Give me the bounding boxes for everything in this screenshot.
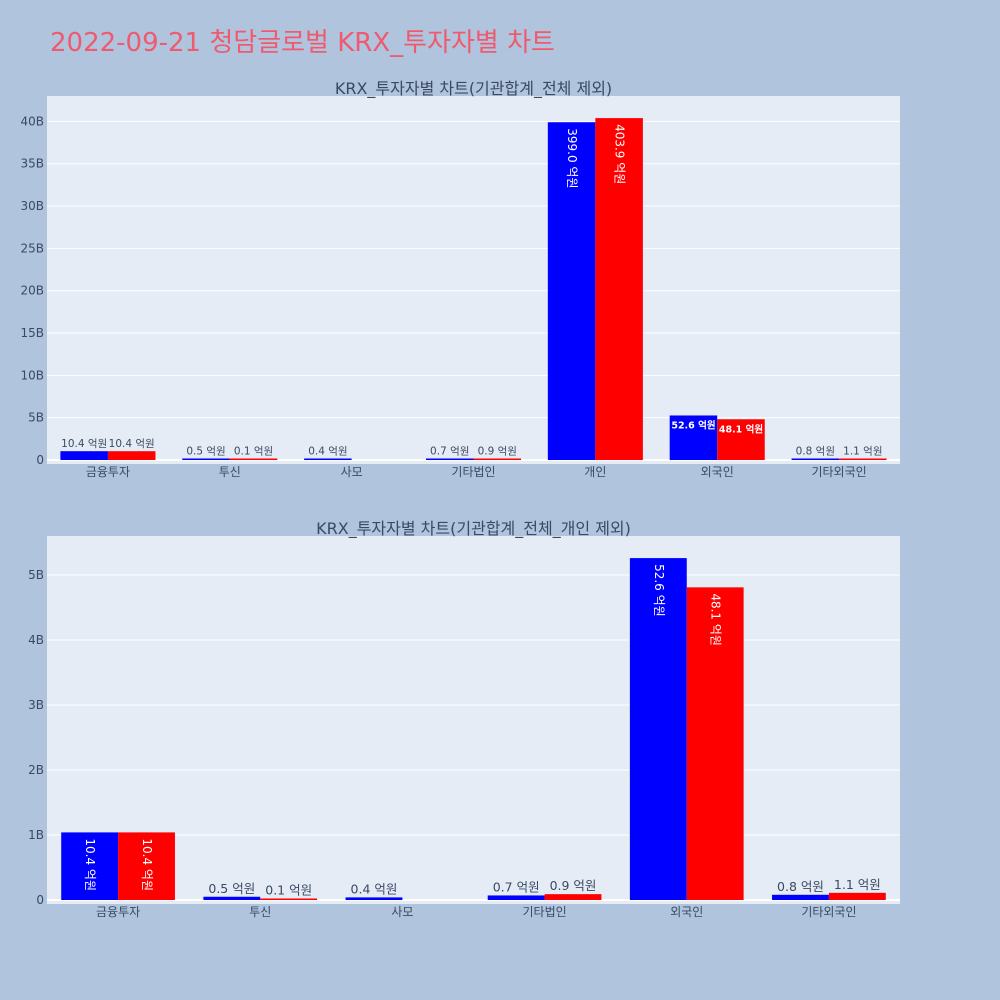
y-tick-label: 5B [28,411,44,425]
data-label: 10.4 억원 [109,438,155,450]
chart-2: 0 1B 2B 3B 4B 5B KRX_투자자별 차트(기관합계_전체_개인 제외) 금융투… [28,519,900,919]
data-label: 399.0 억원 [565,128,579,188]
chart-title: KRX_투자자별 차트(기관합계_전체_개인 제외) [316,519,631,539]
y-tick-label: 0 [36,453,44,467]
bar [61,832,119,900]
y-tick-label: 10B [20,368,44,382]
y-tick-label: 35B [20,157,44,171]
y-tick-label: 0 [36,893,44,907]
y-tick-label: 2B [28,763,44,777]
data-label: 0.1 억원 [234,446,273,458]
x-tick-label: 사모 [341,465,363,479]
x-tick-label: 개인 [584,465,606,479]
bar [345,897,403,900]
y-tick-label: 4B [28,633,44,647]
y-tick-label: 3B [28,698,44,712]
bar [229,458,278,460]
bar [839,458,887,460]
data-label: 10.4 억원 [83,838,97,891]
x-tick-label: 사모 [391,905,413,919]
data-label: 48.1 억원 [709,593,723,646]
data-label: 52.6 억원 [671,419,715,431]
data-label: 1.1 억원 [843,446,882,458]
bar [717,419,765,460]
y-tick-label: 40B [20,114,44,128]
data-label: 1.1 억원 [834,877,881,892]
chart-1: 0 5B 10B 15B 20B 25B 30B 35B 40B KRX_투자자별 차트(기관합계… [20,79,900,479]
data-label: 10.4 억원 [140,838,154,891]
plot-area [47,96,900,464]
x-tick-label: 금융투자 [86,465,130,479]
bar [304,458,352,460]
bar [260,898,318,900]
y-tick-label: 1B [28,828,44,842]
data-label: 0.9 억원 [478,446,517,458]
data-label: 0.5 억원 [208,881,255,896]
data-label: 10.4 억원 [61,438,107,450]
bar [791,458,840,460]
x-tick-label: 기타외국인 [801,905,856,919]
x-tick-label: 외국인 [670,905,703,919]
x-tick-label: 기타외국인 [811,465,866,479]
bar [182,458,230,460]
data-label: 0.8 억원 [777,879,824,894]
page-title: 2022-09-21 청담글로벌 KRX_투자자별 차트 [50,28,555,58]
bar [686,587,744,900]
data-label: 0.5 억원 [186,446,225,458]
data-label: 403.9 억원 [613,124,627,184]
bar [487,895,545,900]
bar [118,832,175,900]
bar [473,458,522,460]
bar [547,122,596,461]
bar [772,894,829,900]
x-tick-label: 기타법인 [522,905,566,919]
bar [669,415,718,460]
bar [107,451,156,460]
bar [425,458,474,460]
data-label: 0.4 억원 [351,881,398,896]
x-tick-label: 기타법인 [451,465,495,479]
bar [629,558,687,900]
data-label: 0.4 억원 [308,446,347,458]
x-tick-label: 외국인 [701,465,734,479]
data-label: 0.1 억원 [265,883,312,898]
chart-title: KRX_투자자별 차트(기관합계_전체 제외) [335,79,612,99]
x-tick-label: 투신 [249,905,271,919]
x-tick-label: 금융투자 [96,905,140,919]
data-label: 52.6 억원 [652,564,666,617]
y-tick-label: 30B [20,199,44,213]
y-tick-label: 5B [28,568,44,582]
bar [60,451,108,460]
data-label: 0.8 억원 [796,446,835,458]
y-tick-label: 15B [20,326,44,340]
data-label: 0.7 억원 [430,446,469,458]
y-tick-label: 25B [20,241,44,255]
x-tick-label: 투신 [219,465,241,479]
bar [544,894,602,900]
bar [203,896,261,900]
y-tick-label: 20B [20,284,44,298]
data-label: 0.7 억원 [493,879,540,894]
bar [595,118,643,460]
plot-area [47,536,900,904]
bar [828,892,886,900]
data-label: 48.1 억원 [719,423,763,435]
data-label: 0.9 억원 [550,878,597,893]
